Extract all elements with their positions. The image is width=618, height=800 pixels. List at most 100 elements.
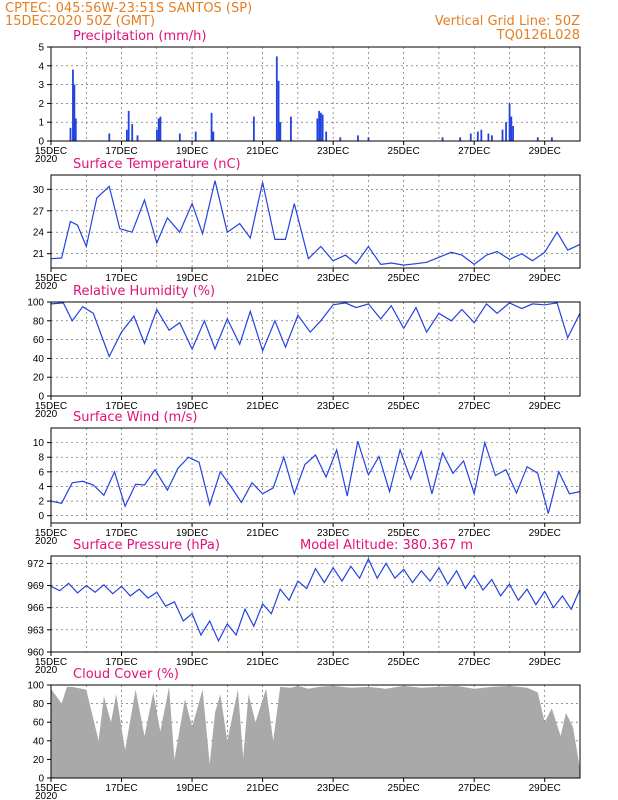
- precipitation-bar: [178, 133, 181, 141]
- precipitation-bar: [501, 129, 504, 141]
- surface-wind-ytick-label: 4: [38, 482, 44, 493]
- surface-wind-xtick-label: 27DEC: [458, 528, 490, 539]
- relative-humidity-frame: [50, 301, 581, 397]
- cloud-cover-ytick-label: 0: [38, 774, 44, 785]
- precipitation-bar: [73, 84, 76, 141]
- precipitation-xtick-label: 25DEC: [388, 146, 420, 157]
- cloud-cover-ytick-label: 100: [27, 681, 44, 692]
- precipitation-bar: [159, 116, 162, 141]
- surface-temperature-xtick-label: 29DEC: [529, 273, 561, 284]
- precipitation-bar: [487, 133, 490, 141]
- precipitation-ytick-label: 0: [38, 137, 44, 148]
- precipitation-year-label: 2020: [35, 154, 58, 165]
- surface-wind-xtick-label: 29DEC: [529, 528, 561, 539]
- relative-humidity-ytick-label: 60: [33, 335, 45, 346]
- precipitation-bar: [74, 118, 77, 141]
- cloud-cover-xtick-label: 27DEC: [458, 783, 490, 794]
- cloud-cover-xtick-label: 21DEC: [246, 783, 278, 794]
- precipitation-bar: [536, 137, 539, 141]
- precipitation-bar: [480, 129, 483, 141]
- precipitation-bar: [491, 135, 493, 141]
- surface-temperature-xtick-label: 23DEC: [317, 273, 349, 284]
- surface-pressure-xtick-label: 19DEC: [176, 657, 208, 668]
- surface-pressure-ytick-label: 960: [27, 648, 44, 659]
- surface-pressure-annotation: Model Altitude: 380.367 m: [300, 538, 473, 553]
- cloud-cover-xtick-label: 29DEC: [529, 783, 561, 794]
- precipitation-bar: [508, 103, 511, 141]
- precipitation-bar: [325, 131, 328, 141]
- surface-temperature-ytick-label: 21: [33, 249, 45, 260]
- cloud-cover-xtick-label: 19DEC: [176, 783, 208, 794]
- cloud-cover-ytick-label: 40: [33, 736, 45, 747]
- surface-temperature-series-line: [50, 180, 581, 266]
- precipitation-bar: [505, 122, 507, 141]
- surface-temperature-xtick-label: 15DEC: [35, 273, 67, 284]
- cloud-cover-ytick-label: 20: [33, 755, 45, 766]
- surface-pressure-xtick-label: 21DEC: [246, 657, 278, 668]
- precipitation-bar: [212, 131, 215, 141]
- precipitation-xtick-label: 23DEC: [317, 146, 349, 157]
- relative-humidity-xtick-label: 25DEC: [388, 401, 420, 412]
- precipitation-bar: [316, 118, 319, 141]
- surface-temperature-title: Surface Temperature (nC): [73, 157, 241, 172]
- precipitation-title: Precipitation (mm/h): [73, 29, 206, 44]
- precipitation-xtick-label: 15DEC: [35, 146, 67, 157]
- precipitation-bar: [469, 133, 472, 141]
- surface-temperature-xtick-label: 21DEC: [246, 273, 278, 284]
- surface-pressure-xtick-label: 17DEC: [105, 657, 137, 668]
- relative-humidity-xtick-label: 19DEC: [176, 401, 208, 412]
- relative-humidity-year-label: 2020: [35, 409, 58, 420]
- surface-wind-ytick-label: 6: [38, 467, 44, 478]
- cloud-cover-ytick-label: 60: [33, 718, 45, 729]
- relative-humidity-title: Relative Humidity (%): [73, 284, 215, 299]
- precipitation-ytick-label: 2: [38, 99, 44, 110]
- precipitation-xtick-label: 17DEC: [105, 146, 137, 157]
- surface-pressure-xtick-label: 27DEC: [458, 657, 490, 668]
- precipitation-bar: [136, 135, 139, 141]
- surface-wind-ytick-label: 8: [38, 453, 44, 464]
- cloud-cover-year-label: 2020: [35, 791, 58, 800]
- surface-wind-frame: [50, 427, 581, 524]
- surface-pressure-ytick-label: 972: [27, 559, 44, 570]
- relative-humidity-ytick-label: 20: [33, 373, 45, 384]
- relative-humidity-ytick-label: 40: [33, 354, 45, 365]
- precipitation-bar: [210, 112, 213, 141]
- relative-humidity-ytick-label: 0: [38, 392, 44, 403]
- relative-humidity-series-line: [50, 302, 581, 359]
- precipitation-bar: [252, 116, 255, 141]
- relative-humidity-xtick-label: 27DEC: [458, 401, 490, 412]
- surface-pressure-ytick-label: 963: [27, 625, 44, 636]
- surface-wind-xtick-label: 23DEC: [317, 528, 349, 539]
- precipitation-ytick-label: 3: [38, 80, 44, 91]
- surface-wind-ytick-label: 2: [38, 497, 44, 508]
- precipitation-xtick-label: 19DEC: [176, 146, 208, 157]
- surface-wind-year-label: 2020: [35, 536, 58, 547]
- precipitation-ytick-label: 1: [38, 118, 44, 129]
- relative-humidity-xtick-label: 29DEC: [529, 401, 561, 412]
- relative-humidity-xtick-label: 23DEC: [317, 401, 349, 412]
- meteogram-panels: 0 1 2 3 4 5 15DEC 17DEC 19DEC 21DEC 23DEC 25DEC 27DE…: [27, 29, 581, 800]
- cloud-cover-ytick-label: 80: [33, 699, 45, 710]
- surface-temperature-xtick-label: 27DEC: [458, 273, 490, 284]
- cloud-cover-frame: [50, 684, 581, 779]
- surface-wind-xtick-label: 25DEC: [388, 528, 420, 539]
- surface-temperature-frame: [50, 174, 581, 269]
- precipitation-ytick-label: 5: [38, 43, 44, 54]
- surface-pressure-year-label: 2020: [35, 665, 58, 676]
- precipitation-bar: [290, 116, 292, 141]
- model-code: TQ0126L028: [496, 28, 580, 43]
- precipitation-bar: [459, 137, 462, 141]
- cloud-cover-xtick-label: 15DEC: [35, 783, 67, 794]
- precipitation-bar: [275, 56, 278, 141]
- precipitation-bar: [279, 122, 282, 141]
- surface-temperature-year-label: 2020: [35, 281, 58, 292]
- cloud-cover-title: Cloud Cover (%): [73, 667, 179, 682]
- surface-pressure-xtick-label: 15DEC: [35, 657, 67, 668]
- precipitation-bar: [72, 69, 74, 141]
- surface-temperature-ytick-label: 24: [33, 228, 45, 239]
- cloud-cover-area: [51, 685, 580, 778]
- precipitation-bar: [131, 124, 134, 141]
- surface-temperature-ytick-label: 30: [33, 185, 45, 196]
- surface-wind-series-line: [50, 440, 581, 514]
